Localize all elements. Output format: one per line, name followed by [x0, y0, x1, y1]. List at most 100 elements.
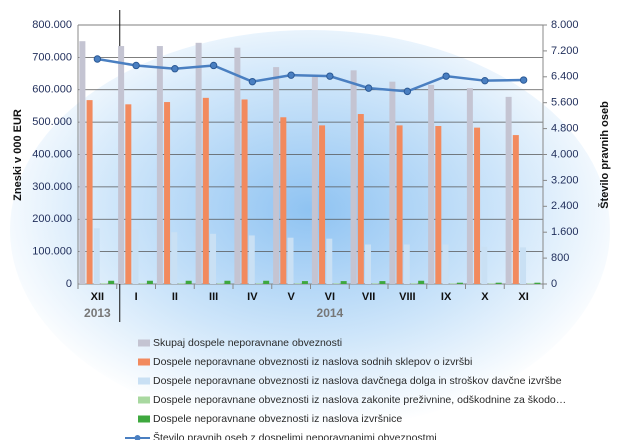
bar [280, 117, 287, 284]
y2-tick-label: 0 [551, 278, 557, 290]
y-tick-label: 200.000 [32, 213, 72, 225]
bar [449, 283, 456, 284]
bar [146, 280, 153, 284]
bar [428, 84, 435, 284]
bar [118, 46, 125, 285]
y2-axis-label: Število pravnih oseb [598, 101, 611, 209]
line-marker [209, 61, 218, 70]
bar [326, 238, 333, 284]
bar [156, 46, 163, 285]
bar [132, 229, 139, 284]
x-tick-label: XII [91, 291, 104, 303]
bar [365, 244, 372, 284]
legend-swatch [134, 435, 141, 440]
legend-swatch [138, 377, 150, 385]
y2-tick-label: 800 [551, 252, 569, 264]
legend-label: Dospele neporavnane obveznosti iz naslov… [153, 394, 566, 406]
bar [255, 283, 262, 284]
y2-tick-label: 4.000 [551, 148, 579, 160]
bar [100, 283, 107, 284]
bar [456, 282, 463, 284]
bar [474, 127, 481, 284]
bar [93, 228, 100, 284]
y2-tick-label: 3.200 [551, 174, 579, 186]
line-marker [403, 87, 412, 96]
bar [164, 102, 171, 285]
bar [410, 283, 417, 284]
legend-swatch [138, 358, 150, 366]
bar [79, 41, 86, 284]
bar [534, 282, 541, 284]
bar [379, 281, 386, 284]
bar [263, 280, 270, 284]
y2-tick-label: 2.400 [551, 200, 579, 212]
bar [294, 283, 301, 284]
y-tick-label: 300.000 [32, 181, 72, 193]
x-tick-label: VI [325, 291, 335, 303]
y-tick-label: 600.000 [32, 84, 72, 96]
legend-label: Dospele neporavnane obveznosti iz naslov… [153, 413, 402, 425]
x-tick-label: V [287, 291, 295, 303]
x-tick-label: I [135, 291, 138, 303]
bar [185, 280, 192, 284]
line-marker [287, 71, 295, 79]
bar [86, 100, 93, 284]
line-marker [132, 61, 140, 70]
y2-tick-label: 6.400 [551, 71, 579, 83]
bar [195, 42, 202, 285]
bar [333, 283, 340, 284]
y-tick-label: 800.000 [32, 19, 72, 31]
bar [350, 70, 357, 284]
legend-swatch [138, 396, 150, 404]
bar [224, 280, 231, 284]
line-marker [519, 76, 528, 84]
bar [418, 280, 425, 284]
line-marker [93, 55, 102, 63]
x-tick-label: III [209, 291, 218, 303]
y2-tick-label: 4.800 [551, 123, 579, 135]
bar [234, 47, 241, 284]
x-tick-label: X [481, 291, 489, 303]
y2-tick-label: 1.600 [551, 226, 579, 238]
bar [311, 76, 318, 284]
x-tick-label: VII [362, 291, 375, 303]
legend-label: Dospele neporavnane obveznosti iz naslov… [153, 356, 472, 368]
bar [481, 246, 488, 284]
bar [442, 244, 449, 284]
legend-label: Dospele neporavnane obveznosti iz naslov… [153, 375, 562, 387]
bar [202, 97, 209, 284]
bar [217, 283, 224, 284]
bar [178, 283, 185, 284]
bar [488, 283, 495, 284]
line-marker [248, 77, 257, 86]
y-axis-label: Zneski v 000 EUR [12, 109, 24, 201]
bar [495, 282, 502, 284]
y-tick-label: 0 [66, 278, 72, 290]
bar [389, 81, 396, 284]
bar [125, 104, 132, 284]
bar [357, 114, 364, 284]
line-marker [364, 84, 373, 92]
line-marker [171, 65, 179, 73]
bar [273, 67, 280, 285]
bar [340, 281, 347, 284]
bar [372, 283, 379, 284]
bar [248, 235, 255, 284]
bar [505, 96, 512, 284]
y2-tick-label: 7.200 [551, 45, 579, 57]
legend-swatch [138, 339, 150, 347]
legend-label: Skupaj dospele neporavnane obveznosti [153, 337, 342, 349]
bar [287, 237, 294, 284]
y-tick-label: 500.000 [32, 116, 72, 128]
bar [527, 283, 534, 284]
bar [301, 281, 308, 284]
group-label: 2014 [317, 306, 344, 320]
bar [241, 99, 248, 285]
y2-tick-label: 5.600 [551, 97, 579, 109]
bar [466, 88, 473, 284]
x-tick-label: XI [518, 291, 528, 303]
bar [171, 232, 178, 284]
x-tick-label: IV [247, 291, 258, 303]
